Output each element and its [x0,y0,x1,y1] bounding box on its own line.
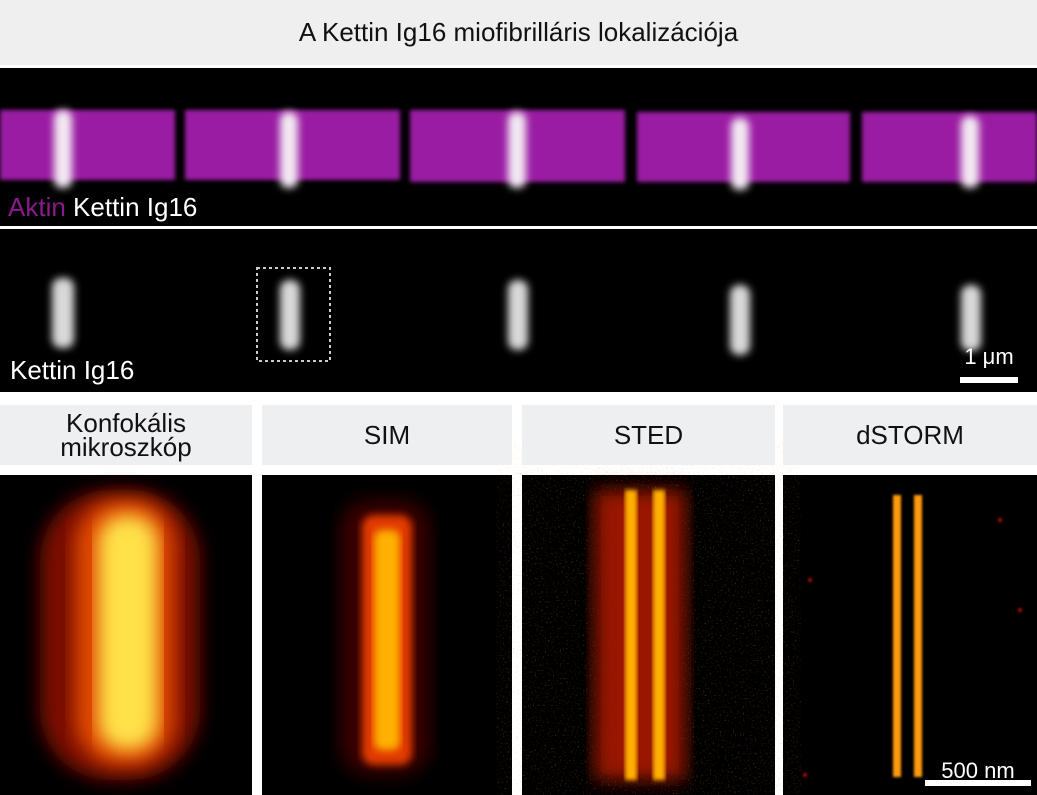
scale-bar [925,780,1031,786]
scale-bar-label: 500 nm [941,758,1015,783]
kettin-label: Kettin Ig16 [10,355,135,385]
kettin-detail-bands [52,278,981,355]
actin-label: Aktin [8,192,66,222]
dstorm-signal [803,495,1022,777]
method-title: Konfokális mikroszkóp [0,405,252,465]
method-title: STED [522,405,775,465]
stain-label: Aktin Kettin Ig16 [8,192,197,223]
kettin-label: Kettin Ig16 [73,192,198,222]
figure-title: A Kettin Ig16 miofibrilláris lokalizáció… [0,0,1037,65]
zoom-box [256,267,331,362]
scale-bar [960,377,1018,383]
kettin-bands [54,110,979,190]
method-title: dSTORM [783,405,1037,465]
divider [0,226,1037,229]
method-title-text: Konfokális mikroszkóp [60,408,192,462]
scale-bar-label: 1 μm [964,344,1014,369]
confocal-signal [40,490,200,780]
method-title: SIM [262,405,512,465]
sim-signal [340,500,430,775]
sted-signal [522,475,775,795]
dstorm-image [783,475,1037,795]
